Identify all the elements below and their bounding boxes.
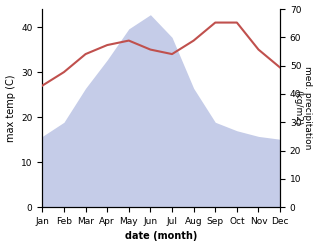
X-axis label: date (month): date (month) [125,231,197,242]
Y-axis label: med. precipitation
(kg/m2): med. precipitation (kg/m2) [293,66,313,150]
Y-axis label: max temp (C): max temp (C) [5,74,16,142]
